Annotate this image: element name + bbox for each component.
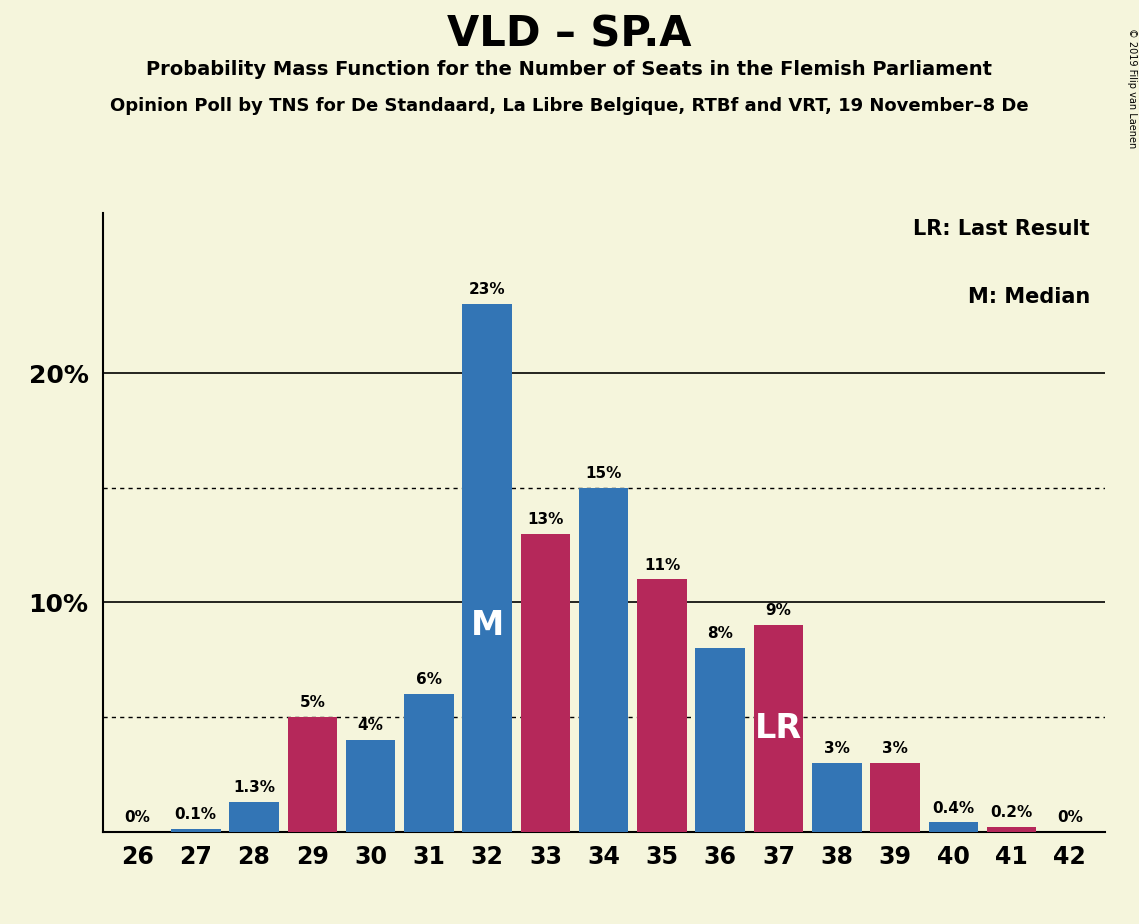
Bar [229,802,279,832]
Text: 6%: 6% [416,672,442,687]
Text: 8%: 8% [707,626,734,641]
Bar [404,694,453,832]
Text: 0.2%: 0.2% [991,805,1033,821]
Bar [696,648,745,832]
Bar [346,740,395,832]
Text: 4%: 4% [358,718,384,733]
Text: 3%: 3% [882,741,908,756]
Text: 0.1%: 0.1% [174,808,216,822]
Text: VLD – SP.A: VLD – SP.A [448,14,691,55]
Text: Probability Mass Function for the Number of Seats in the Flemish Parliament: Probability Mass Function for the Number… [147,60,992,79]
Text: 0%: 0% [124,809,150,825]
Text: Opinion Poll by TNS for De Standaard, La Libre Belgique, RTBf and VRT, 19 Novemb: Opinion Poll by TNS for De Standaard, La… [110,97,1029,115]
Bar [986,827,1036,832]
Text: 11%: 11% [644,557,680,573]
Text: 0.4%: 0.4% [932,800,974,816]
Bar [287,717,337,832]
Text: 1.3%: 1.3% [233,780,274,795]
Text: 0%: 0% [1057,809,1083,825]
Text: M: M [470,609,503,642]
Text: © 2019 Filip van Laenen: © 2019 Filip van Laenen [1126,28,1137,148]
Bar [579,488,629,832]
Text: LR: Last Result: LR: Last Result [913,219,1090,238]
Text: 13%: 13% [527,512,564,527]
Text: 15%: 15% [585,466,622,480]
Bar [637,579,687,832]
Text: 9%: 9% [765,603,792,618]
Text: M: Median: M: Median [967,286,1090,307]
Bar [521,533,571,832]
Bar [870,763,920,832]
Text: 23%: 23% [469,283,506,298]
Bar [171,830,221,832]
Text: LR: LR [755,711,802,745]
Bar [928,822,978,832]
Text: 5%: 5% [300,695,326,710]
Bar [462,304,511,832]
Bar [754,626,803,832]
Text: 3%: 3% [823,741,850,756]
Bar [812,763,861,832]
